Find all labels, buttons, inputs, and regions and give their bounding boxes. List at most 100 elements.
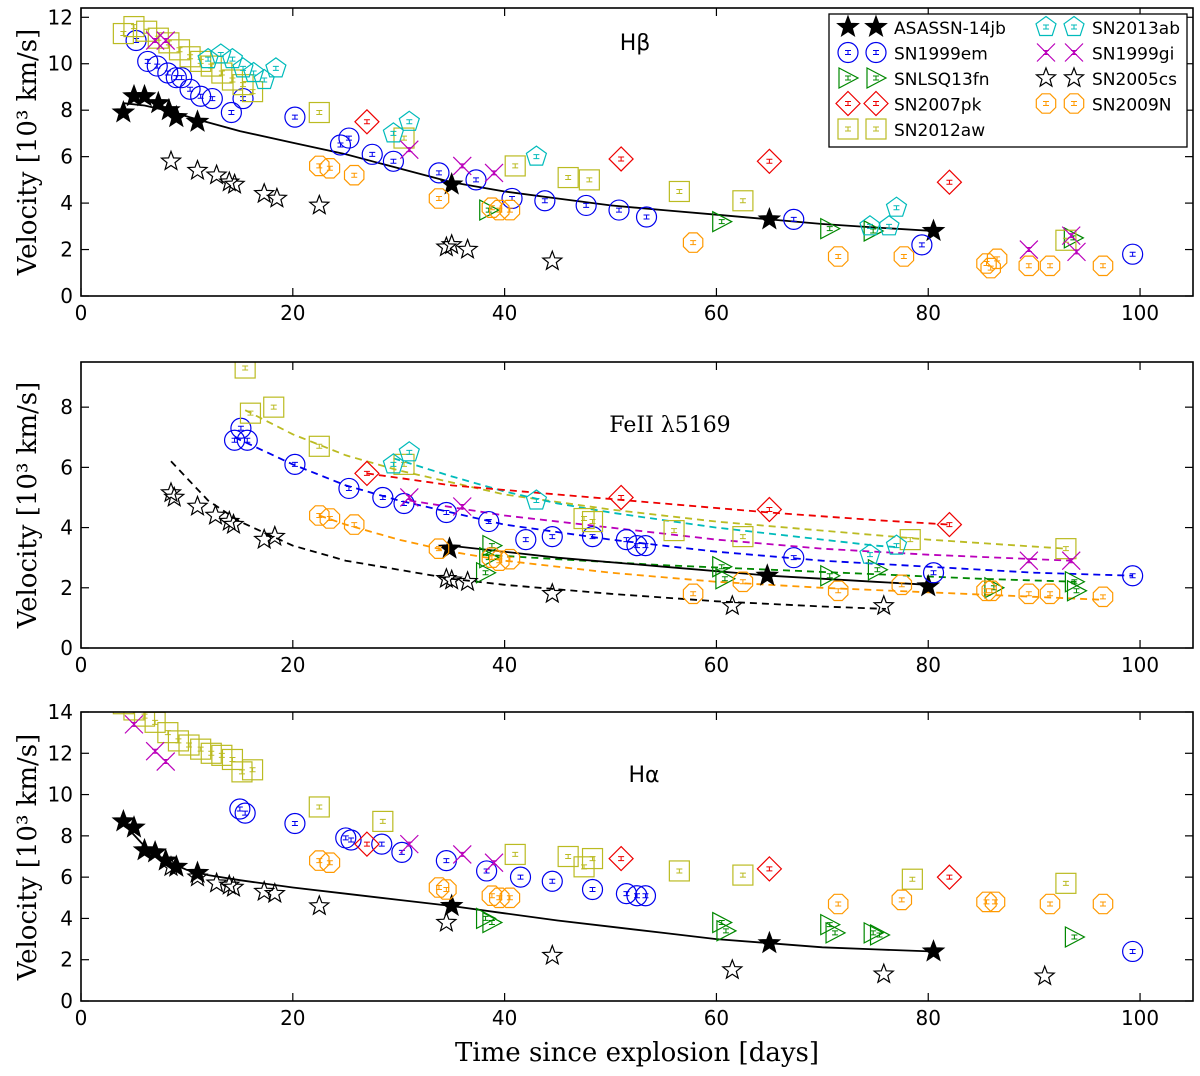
data-point-sn2012aw [732,864,754,886]
data-point-sn1999em-errorbar [473,177,480,183]
fit-line-sn2012aw [244,409,1066,550]
data-point-sn2007pk-errorbar [363,841,370,847]
data-point-sn2009n [976,253,997,274]
legend-label: SN2007pk [894,96,982,116]
data-point-sn1999em [515,529,537,551]
data-point-snlsq13fn-errorbar [1073,588,1080,594]
data-point-sn2013ab [878,215,900,236]
legend-marker-sn1999em-errorbar [873,50,879,55]
data-point-sn1999em-errorbar [1129,573,1136,579]
data-point-sn2009n-errorbar [435,546,442,552]
data-point-sn2009n-errorbar [351,522,358,528]
y-tick-label: 8 [60,98,73,122]
legend-marker-sn2013ab [1063,15,1085,37]
legend-marker-sn2005cs [1062,66,1086,88]
data-point-snlsq13fn-errorbar [718,564,725,570]
legend-entry-sn1999gi: SN1999gi [1036,43,1174,65]
data-point-sn2012aw-errorbar [512,163,519,169]
data-point-sn1999em-errorbar [378,841,385,847]
data-point-sn2005cs [253,879,276,902]
legend-label: SNLSQ13fn [894,70,990,90]
data-point-sn2012aw [239,402,262,424]
data-point-sn2009n [489,199,510,221]
data-point-sn2012aw-errorbar [589,519,596,525]
data-point-sn2007pk-errorbar [363,470,370,476]
data-point-sn2009n-errorbar [690,591,697,597]
fit-line-sn1999gi [409,499,1072,562]
data-point-sn2009n [1039,893,1061,915]
data-point-sn1999em-errorbar [583,202,590,208]
data-point-sn2012aw-errorbar [242,365,249,371]
y-tick-label: 2 [60,948,73,972]
data-point-sn2005cs [872,594,895,616]
data-point-sn2005cs [186,158,209,181]
data-point-sn1999em [371,833,393,855]
data-point-sn2012aw-errorbar [739,872,746,878]
data-point-sn2012aw [663,519,685,542]
data-point-sn2009n-errorbar [496,895,503,901]
data-point-sn2005cs [205,163,228,185]
data-point-sn2013ab-errorbar [533,497,540,503]
data-point-snlsq13fn [820,217,842,240]
data-point-sn2009n-errorbar [316,858,323,864]
x-tick-label: 0 [75,653,88,677]
data-point-sn1999em [911,234,933,256]
data-point-sn2009n [343,164,365,186]
data-point-sn2009n [1092,255,1114,277]
data-point-snlsq13fn-errorbar [826,226,833,232]
data-point-sn1999em [179,78,201,100]
data-point-sn2012aw [504,843,526,866]
data-point-sn2009n [428,538,450,559]
legend: ASASSN-14jb SN1999em SNLSQ13fn SN2007pk SN20… [828,13,1188,148]
data-point-sn2009n-errorbar [1047,591,1054,597]
data-point-sn1999em [338,477,360,500]
x-tick-label: 100 [1121,301,1159,325]
data-point-sn2005cs [163,485,186,507]
data-point-sn2012aw-errorbar [249,767,256,773]
data-point-snlsq13fn [869,923,891,946]
x-tick-label: 100 [1121,653,1159,677]
data-point-sn1999em [428,162,450,184]
x-tick-label: 0 [75,301,88,325]
data-point-snlsq13fn-errorbar [1071,934,1078,940]
data-point-sn2013ab-errorbar [406,449,413,455]
data-point-sn2012aw [573,507,595,530]
panel-feii: 0 20 40 60 80 100 0 2 4 6 8 FeII λ5169 Velocity [1… [13,361,1194,677]
series-sn1999gi [145,31,1086,262]
data-point-snlsq13fn [712,911,734,934]
data-point-sn1999em-errorbar [642,543,649,549]
data-point-sn2013ab [265,57,287,78]
y-tick-label: 12 [48,5,73,29]
data-point-sn1999em-errorbar [242,810,249,816]
data-point-sn2007pk-errorbar [766,158,773,164]
data-point-sn2012aw [1055,872,1077,894]
data-point-sn1999em [1122,243,1144,265]
data-point-sn2012aw-errorbar [676,188,683,194]
data-point-sn2009n [1039,255,1061,277]
data-point-sn1999em-errorbar [443,510,450,516]
data-point-asassn-14jb [439,893,464,917]
y-tick-label: 0 [60,989,73,1013]
data-point-sn1999em [201,87,223,110]
data-point-snlsq13fn [863,921,885,944]
data-point-sn2013ab [253,68,275,90]
data-point-snlsq13fn-errorbar [721,576,728,582]
data-point-sn1999em [783,208,805,230]
series-sn2007pk [354,831,963,890]
data-point-sn2009n-errorbar [1047,901,1054,907]
data-point-sn2009n-errorbar [1099,901,1106,907]
data-point-sn2005cs [721,958,744,980]
data-point-sn2009n [1039,583,1061,605]
data-point-sn2009n-errorbar [506,207,513,213]
data-point-sn2007pk [936,511,963,538]
data-point-sn1999em-errorbar [589,887,596,893]
data-point-sn2012aw-errorbar [909,876,916,882]
data-point-sn2005cs [253,527,276,550]
data-point-snlsq13fn-errorbar [870,228,877,234]
data-point-sn2007pk [936,864,963,890]
data-point-sn1999em-errorbar [517,874,524,880]
data-point-sn1999em [541,870,563,892]
data-point-sn2012aw-errorbar [152,719,159,725]
data-point-sn1999em [478,510,500,533]
data-point-sn1999em [137,50,159,73]
